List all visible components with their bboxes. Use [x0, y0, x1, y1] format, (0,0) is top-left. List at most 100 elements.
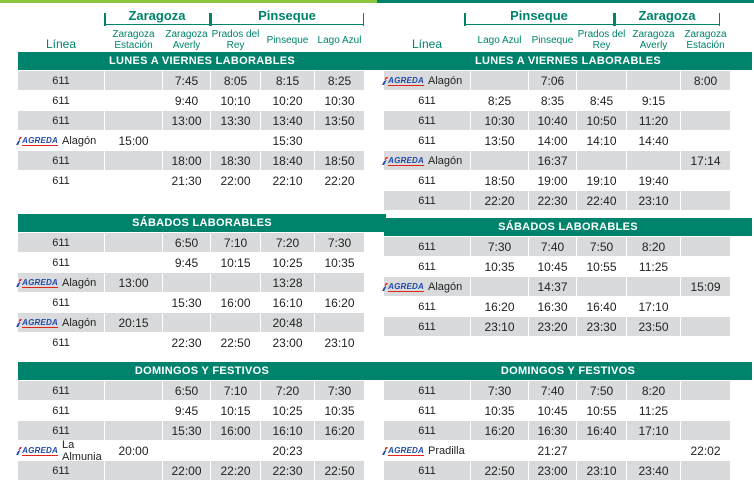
- time-cell: [681, 131, 730, 150]
- city-headers: Zaragoza Pinseque: [18, 8, 386, 28]
- line-label: 611: [52, 424, 70, 437]
- column-header: Prados del Rey: [577, 29, 626, 51]
- time-cell: 8:20: [627, 381, 680, 400]
- time-cell: 23:20: [529, 317, 576, 336]
- line-label: Alagón: [428, 74, 463, 87]
- time-cell: [105, 171, 162, 190]
- time-cell: 10:35: [324, 403, 355, 418]
- time-cell: 7:30: [315, 233, 364, 252]
- line-cell: AGREDA Alagón: [16, 273, 104, 292]
- section-title: DOMINGOS Y FESTIVOS: [18, 362, 386, 380]
- column-header: Línea: [45, 37, 77, 51]
- column-header: Prados del Rey: [211, 29, 260, 51]
- time-cell: 22:50: [315, 461, 364, 480]
- city-header-zaragoza: Zaragoza: [104, 8, 210, 26]
- time-cell: 15:30: [163, 421, 210, 440]
- time-cell: 10:30: [324, 93, 355, 108]
- line-cell: 611: [384, 91, 470, 110]
- time-cell: [681, 297, 730, 316]
- time-cell: 10:30: [471, 111, 528, 130]
- table-row: AGREDA Alagón 7:06 8:00: [382, 71, 752, 91]
- time-cell: 11:25: [638, 403, 669, 418]
- time-cell: 7:30: [315, 381, 364, 400]
- line-cell: AGREDA Alagón: [382, 151, 470, 170]
- time-cell: 16:30: [529, 421, 576, 440]
- line-cell: 611: [18, 381, 104, 400]
- table-row: 611 13:00 13:30 13:40 13:50: [18, 111, 386, 131]
- table-row: 611 10:35 10:45 10:55 11:25: [384, 401, 752, 421]
- table-row: 611 21:30 22:00 22:10 22:20: [18, 171, 386, 191]
- line-label: Alagón: [428, 154, 463, 167]
- line-label: 611: [418, 240, 436, 253]
- table-row: AGREDA La Almunia 20:00 20:23: [16, 439, 386, 463]
- time-cell: 22:40: [577, 191, 626, 210]
- line-label: 611: [418, 320, 436, 333]
- table-row: 611 18:00 18:30 18:40 18:50: [18, 151, 386, 171]
- time-cell: 13:50: [315, 111, 364, 130]
- time-cell: [105, 253, 162, 272]
- time-cell: [577, 277, 626, 296]
- line-cell: 611: [384, 297, 470, 316]
- agreda-logo-icon: AGREDA: [16, 135, 58, 147]
- time-cell: [211, 441, 260, 460]
- line-label: 611: [418, 134, 436, 147]
- time-cell: 18:00: [163, 151, 210, 170]
- line-cell: 611: [384, 237, 470, 256]
- time-cell: 22:20: [471, 191, 528, 210]
- column-header: Zaragoza Estación: [112, 29, 155, 51]
- column-header: Pinseque: [266, 34, 309, 46]
- time-cell: 19:40: [638, 173, 669, 188]
- time-cell: 7:30: [471, 237, 528, 256]
- time-cell: 15:30: [171, 295, 202, 310]
- time-cell: 9:45: [174, 403, 199, 418]
- table-row: 611 15:30 16:00 16:10 16:20: [18, 421, 386, 441]
- table-row: 611 22:00 22:20 22:30 22:50: [18, 461, 386, 481]
- time-cell: 16:10: [272, 295, 303, 310]
- time-cell: [471, 151, 528, 170]
- line-label: 611: [418, 300, 436, 313]
- time-cell: 10:50: [577, 111, 626, 130]
- time-cell: [163, 131, 210, 150]
- time-cell: 16:20: [315, 421, 364, 440]
- time-cell: [681, 381, 730, 400]
- line-label: 611: [418, 194, 436, 207]
- time-cell: [105, 401, 162, 420]
- city-headers: Pinseque Zaragoza: [384, 8, 752, 28]
- time-cell: [681, 171, 730, 190]
- time-cell: 10:35: [484, 403, 515, 418]
- agreda-logo-icon: AGREDA: [382, 75, 424, 87]
- section-title: SÁBADOS LABORABLES: [384, 218, 752, 236]
- time-cell: [577, 441, 626, 460]
- time-cell: 10:20: [272, 93, 303, 108]
- time-cell: [105, 111, 162, 130]
- section-title: LUNES A VIERNES LABORABLES: [384, 52, 752, 70]
- time-cell: [105, 233, 162, 252]
- table-row: AGREDA Alagón 20:15 20:48: [16, 313, 386, 333]
- time-cell: [681, 317, 730, 336]
- line-cell: 611: [384, 191, 470, 210]
- line-cell: 611: [384, 461, 470, 480]
- line-label: 611: [52, 174, 70, 187]
- agreda-logo-icon: AGREDA: [382, 445, 424, 457]
- time-cell: 18:50: [315, 151, 364, 170]
- line-cell: 611: [384, 381, 470, 400]
- line-cell: 611: [384, 401, 470, 420]
- time-cell: 18:50: [484, 173, 515, 188]
- time-cell: 8:25: [315, 71, 364, 90]
- time-cell: [681, 257, 730, 276]
- time-cell: 7:20: [261, 381, 314, 400]
- time-cell: [315, 131, 364, 150]
- timetable-zaragoza-to-pinseque: Zaragoza Pinseque Línea Zaragoza Estación Za…: [16, 0, 386, 492]
- column-header: Lago Azul: [477, 34, 522, 46]
- agreda-logo-icon: AGREDA: [16, 317, 58, 329]
- table-row: 611 7:30 7:40 7:50 8:20: [384, 237, 752, 257]
- time-cell: 14:00: [537, 133, 568, 148]
- time-cell: 23:00: [529, 461, 576, 480]
- time-cell: [211, 131, 260, 150]
- time-cell: [627, 277, 680, 296]
- line-cell: 611: [384, 131, 470, 150]
- line-cell: 611: [18, 333, 104, 352]
- line-cell: AGREDA La Almunia: [16, 439, 104, 463]
- time-cell: 11:25: [638, 259, 669, 274]
- time-cell: 18:40: [261, 151, 314, 170]
